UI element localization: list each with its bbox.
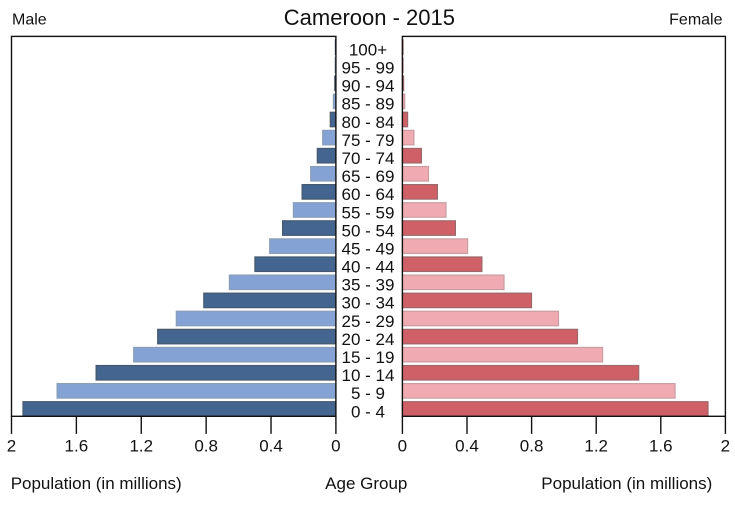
svg-text:Cameroon - 2015: Cameroon - 2015 <box>284 5 455 30</box>
svg-text:50 - 54: 50 - 54 <box>342 221 395 240</box>
svg-text:0.8: 0.8 <box>520 437 544 456</box>
svg-text:35 - 39: 35 - 39 <box>342 276 395 295</box>
svg-text:40 - 44: 40 - 44 <box>342 258 395 277</box>
svg-text:95 - 99: 95 - 99 <box>342 59 395 78</box>
svg-text:15 - 19: 15 - 19 <box>342 348 395 367</box>
svg-text:Population (in millions): Population (in millions) <box>541 474 712 493</box>
svg-text:100+: 100+ <box>349 40 387 59</box>
svg-text:85 - 89: 85 - 89 <box>342 95 395 114</box>
svg-text:0.4: 0.4 <box>455 437 479 456</box>
svg-text:75 - 79: 75 - 79 <box>342 131 395 150</box>
svg-text:70 - 74: 70 - 74 <box>342 149 395 168</box>
svg-text:25 - 29: 25 - 29 <box>342 312 395 331</box>
svg-text:1.6: 1.6 <box>65 437 89 456</box>
svg-text:1.2: 1.2 <box>129 437 153 456</box>
svg-text:Age Group: Age Group <box>325 474 407 493</box>
svg-text:Population (in millions): Population (in millions) <box>11 474 182 493</box>
svg-text:65 - 69: 65 - 69 <box>342 167 395 186</box>
svg-text:1.6: 1.6 <box>649 437 673 456</box>
svg-text:2: 2 <box>721 437 730 456</box>
svg-text:Female: Female <box>669 12 722 29</box>
svg-text:Male: Male <box>12 12 47 29</box>
svg-text:0 - 4: 0 - 4 <box>351 402 385 421</box>
svg-text:1.2: 1.2 <box>584 437 608 456</box>
svg-text:20 - 24: 20 - 24 <box>342 330 395 349</box>
svg-text:45 - 49: 45 - 49 <box>342 239 395 258</box>
svg-text:80 - 84: 80 - 84 <box>342 113 395 132</box>
svg-text:0.8: 0.8 <box>194 437 218 456</box>
svg-text:0: 0 <box>331 437 340 456</box>
svg-text:0.4: 0.4 <box>259 437 283 456</box>
svg-text:5 - 9: 5 - 9 <box>351 384 385 403</box>
svg-text:0: 0 <box>398 437 407 456</box>
svg-text:55 - 59: 55 - 59 <box>342 203 395 222</box>
svg-text:60 - 64: 60 - 64 <box>342 185 395 204</box>
svg-text:30 - 34: 30 - 34 <box>342 294 395 313</box>
svg-text:2: 2 <box>7 437 16 456</box>
svg-text:10 - 14: 10 - 14 <box>342 366 395 385</box>
svg-text:90 - 94: 90 - 94 <box>342 77 395 96</box>
